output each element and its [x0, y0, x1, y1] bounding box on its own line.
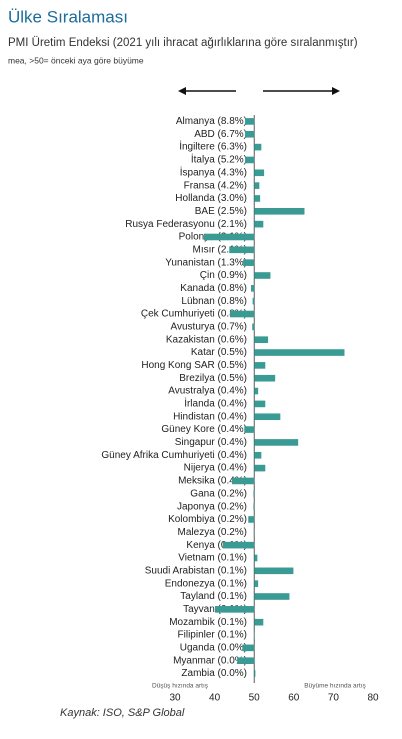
- source: Kaynak: ISO, S&P Global: [60, 707, 185, 719]
- y-tick-label: Kazakistan (0.6%): [166, 334, 247, 345]
- y-tick-label: ABD (6.7%): [194, 129, 247, 140]
- y-tick-label: Kolombiya (0.2%): [168, 514, 247, 525]
- bar: [242, 645, 254, 652]
- y-tick-label: Zambia (0.0%): [181, 668, 247, 679]
- arrow-left-head: [178, 87, 186, 95]
- bar: [254, 401, 265, 408]
- x-tick-label: 60: [288, 693, 300, 704]
- y-tick-label: İspanya (4.3%): [180, 165, 247, 178]
- bar: [254, 439, 298, 446]
- y-tick-label: Güney Afrika Cumhuriyeti (0.4%): [101, 450, 247, 461]
- bar: [254, 169, 264, 176]
- y-tick-label: Japonya (0.2%): [177, 501, 247, 512]
- x-tick-label: 80: [367, 693, 379, 704]
- bar: [254, 619, 263, 626]
- y-tick-label: Almanya (8.8%): [176, 116, 247, 127]
- bar: [232, 478, 254, 485]
- bar: [248, 516, 254, 523]
- x-tick-label: 30: [169, 693, 181, 704]
- bar: [237, 657, 254, 664]
- bar: [243, 259, 254, 266]
- bar: [254, 413, 280, 420]
- bar: [254, 349, 344, 356]
- y-tick-label: Çin (0.9%): [200, 270, 247, 281]
- x-tick-label: 40: [209, 693, 221, 704]
- y-tick-label: Gana (0.2%): [190, 488, 247, 499]
- x-tick-label: 50: [249, 693, 261, 704]
- y-tick-label: Myanmar (0.0%): [173, 655, 247, 666]
- bar: [230, 311, 254, 318]
- y-tick-label: Lübnan (0.8%): [181, 296, 247, 307]
- y-tick-label: Yunanistan (1.3%): [165, 257, 247, 268]
- y-tick-label: Güney Kore (0.4%): [161, 424, 247, 435]
- bar: [253, 490, 254, 497]
- y-tick-label: BAE (2.5%): [195, 206, 247, 217]
- bar: [251, 285, 254, 292]
- right-annotation: Büyüme hızında artış: [304, 683, 366, 690]
- y-tick-label: Hong Kong SAR (0.5%): [141, 360, 247, 371]
- bar: [254, 375, 275, 382]
- bar: [252, 324, 254, 331]
- y-tick-label: İngiltere (6.3%): [179, 140, 247, 153]
- bar: [254, 555, 257, 562]
- y-tick-label: Fransa (4.2%): [184, 180, 247, 191]
- arrow-right-head: [332, 87, 340, 95]
- chart-subtitle: PMI Üretim Endeksi (2021 yılı ihracat ağ…: [8, 37, 358, 49]
- y-tick-label: Singapur (0.4%): [175, 437, 247, 448]
- bar: [254, 195, 260, 202]
- y-tick-label: Katar (0.5%): [191, 347, 247, 358]
- y-tick-label: İtalya (5.2%): [191, 153, 247, 166]
- bar: [254, 388, 258, 395]
- bar: [254, 362, 265, 369]
- y-tick-label: Vietnam (0.1%): [178, 553, 247, 564]
- bar: [254, 272, 270, 279]
- x-tick-label: 70: [328, 693, 340, 704]
- bar: [223, 542, 254, 549]
- bar: [254, 144, 261, 151]
- bar: [245, 118, 254, 125]
- bar: [229, 247, 254, 254]
- bar: [254, 182, 259, 189]
- bar: [254, 452, 261, 459]
- left-annotation: Düşüş hızında artış: [152, 683, 209, 690]
- y-tick-label: Hollanda (3.0%): [175, 193, 247, 204]
- bar: [244, 426, 254, 433]
- y-tick-label: İrlanda (0.4%): [184, 397, 247, 410]
- chart-title: Ülke Sıralaması: [8, 7, 128, 26]
- y-tick-label: Hindistan (0.4%): [173, 411, 247, 422]
- bar: [254, 670, 255, 677]
- chart-note: mea, >50= önceki aya göre büyüme: [8, 55, 144, 65]
- bar: [253, 298, 255, 305]
- y-tick-label: Brezilya (0.5%): [179, 373, 247, 384]
- bar: [245, 131, 254, 138]
- bar: [254, 593, 289, 600]
- bar: [254, 580, 258, 587]
- bar: [253, 503, 254, 510]
- y-tick-label: Kanada (0.8%): [180, 283, 247, 294]
- y-tick-label: Avusturya (0.7%): [170, 322, 247, 333]
- y-tick-label: Suudi Arabistan (0.1%): [145, 565, 247, 576]
- bar: [254, 208, 304, 215]
- bar: [254, 336, 268, 343]
- y-tick-label: Uganda (0.0%): [180, 643, 247, 654]
- y-tick-label: Mozambik (0.1%): [169, 617, 247, 628]
- bar: [215, 606, 254, 613]
- bar: [254, 221, 263, 228]
- y-tick-label: Filipinler (0.1%): [178, 630, 247, 641]
- y-tick-label: Malezya (0.2%): [178, 527, 247, 538]
- bar: [245, 157, 254, 164]
- y-tick-label: Nijerya (0.4%): [184, 463, 247, 474]
- bar: [254, 568, 293, 575]
- bar: [254, 465, 265, 472]
- bar: [204, 234, 254, 241]
- y-tick-label: Rusya Federasyonu (2.1%): [125, 219, 247, 230]
- y-tick-label: Avustralya (0.4%): [168, 386, 247, 397]
- y-tick-label: Tayland (0.1%): [180, 591, 247, 602]
- y-tick-label: Endonezya (0.1%): [165, 578, 247, 589]
